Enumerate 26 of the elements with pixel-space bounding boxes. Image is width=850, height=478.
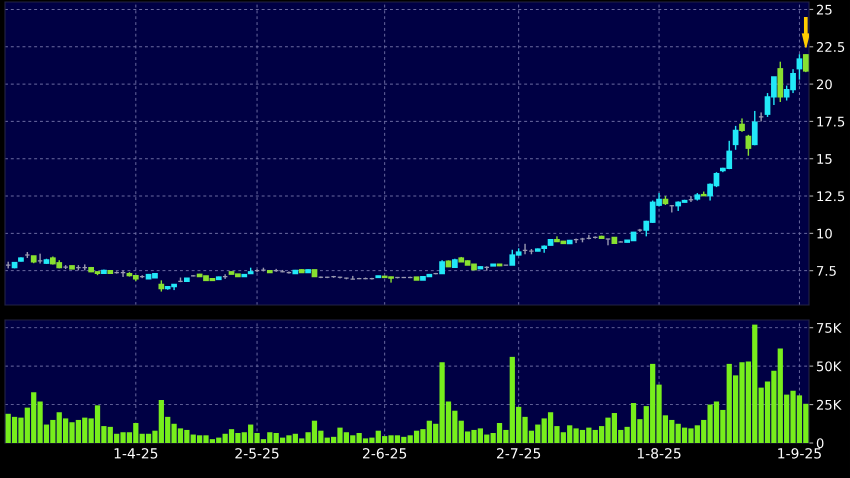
y-tick-label: 0 (816, 438, 824, 448)
x-tick-label: 1-9-25 (778, 448, 821, 459)
y-tick-label: 7.5 (817, 266, 836, 276)
candlestick (439, 260, 445, 275)
candlestick (802, 54, 809, 73)
candlestick (739, 118, 745, 133)
y-tick-label: 10 (817, 228, 832, 239)
y-tick-label: 25K (816, 400, 842, 410)
y-tick-label: 15 (817, 154, 832, 164)
x-tick-label: 2-7-25 (497, 448, 540, 459)
y-tick-label: 20 (816, 79, 832, 90)
y-tick-label: 50K (816, 361, 842, 372)
candlestick (752, 110, 758, 146)
y-tick-label: 17.5 (817, 116, 844, 127)
y-tick-label: 75K (817, 323, 842, 333)
x-tick-label: 1-8-25 (638, 448, 681, 459)
y-tick-label: 25 (816, 4, 832, 15)
x-tick-label: 2-5-25 (235, 448, 279, 459)
candlestick (732, 125, 738, 150)
x-tick-label: 1-4-25 (114, 448, 158, 459)
y-tick-label: 12.5 (817, 191, 844, 202)
candlestick (746, 134, 752, 156)
candlestick (158, 280, 164, 292)
y-tick-label: 22.5 (816, 42, 844, 52)
x-tick-label: 2-6-25 (363, 448, 406, 459)
candlestick (796, 54, 802, 80)
